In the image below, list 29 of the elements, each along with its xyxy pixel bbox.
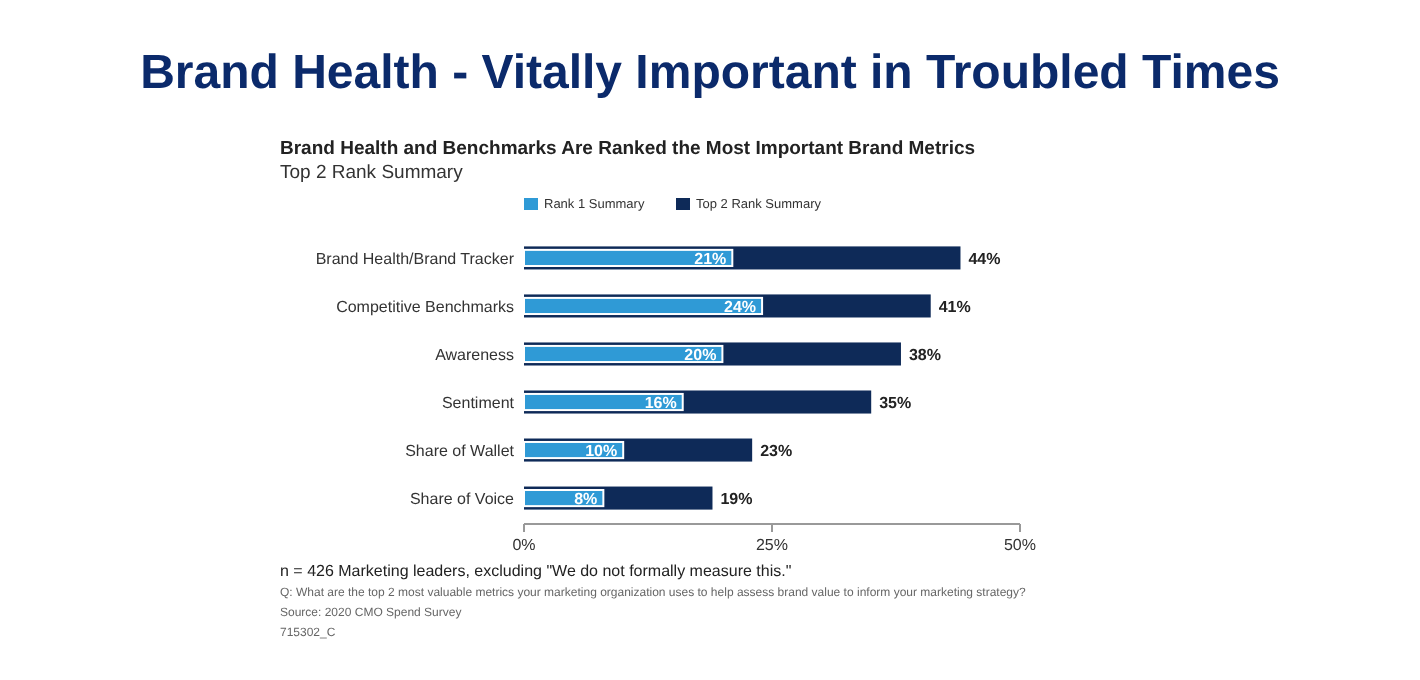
data-label: 24%	[724, 297, 757, 316]
chart-title: Brand Health - Vitally Important in Troubled Times	[140, 46, 1280, 100]
x-tick-label: 0%	[512, 536, 536, 554]
y-tick-label: Brand Health/Brand Tracker	[315, 249, 515, 268]
text: Top 2 Rank Summary	[280, 162, 464, 184]
data-label: 41%	[938, 297, 971, 316]
data-label: 20%	[684, 345, 717, 364]
data-label: 23%	[760, 441, 793, 460]
text: n = 426 Marketing leaders, excluding "We do not formally measure this."	[280, 562, 792, 580]
data-label: 35%	[879, 393, 912, 412]
data-label: 21%	[694, 249, 727, 268]
data-label: 10%	[585, 441, 618, 460]
x-tick-label: 25%	[755, 536, 789, 554]
data-label: 16%	[644, 393, 677, 412]
y-tick-label: Share of Voice	[409, 489, 516, 508]
chart-subtitle: Brand Health and Benchmarks Are Ranked the Most Important Brand Metrics	[280, 138, 976, 160]
bar	[523, 248, 734, 267]
y-tick-label: Competitive Benchmarks	[336, 297, 514, 316]
x-tick-label: 50%	[1003, 536, 1037, 554]
bar	[523, 392, 684, 412]
data-label: 44%	[968, 249, 1001, 268]
data-label: 38%	[908, 345, 941, 364]
data-label: 8%	[574, 489, 598, 508]
data-label: 19%	[720, 489, 753, 508]
y-tick-label: Awareness	[435, 345, 514, 364]
y-tick-label: Share of Wallet	[405, 441, 516, 460]
y-tick-label: Sentiment	[441, 393, 516, 412]
bar	[523, 296, 764, 316]
bar	[523, 344, 724, 364]
